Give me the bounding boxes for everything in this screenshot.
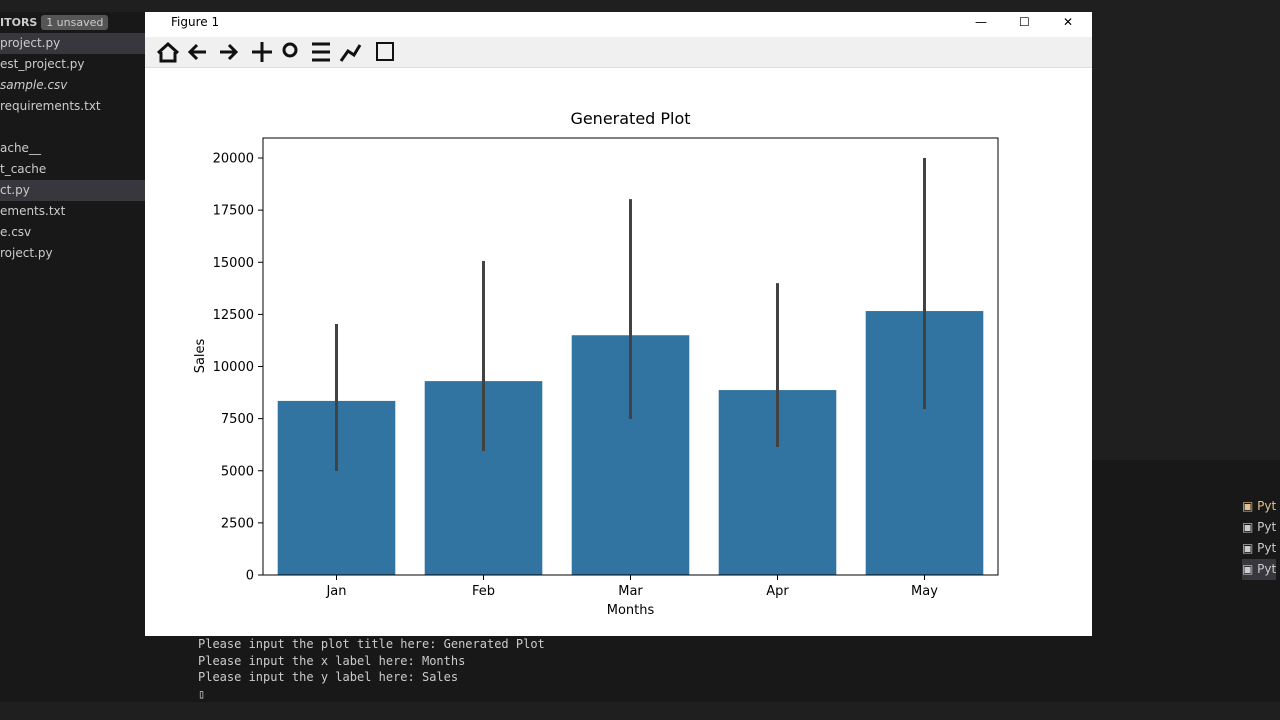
minimize[interactable]: — <box>975 15 987 29</box>
home-button[interactable] <box>156 41 180 63</box>
close[interactable]: ✕ <box>1063 15 1074 29</box>
maximize[interactable]: ☐ <box>1019 15 1030 29</box>
y-tick-label: 12500 <box>213 308 254 323</box>
forward-button[interactable] <box>220 43 239 61</box>
terminal-line: Please input the y label here: Sales <box>198 670 459 684</box>
section-title: ITORS <box>0 16 38 29</box>
save-button[interactable] <box>376 42 394 61</box>
x-tick-label: Feb <box>472 584 495 599</box>
terminal: Please input the plot title here: Genera… <box>145 636 1235 702</box>
chart: Generated Plot Months Sales 0 2500 5000 750… <box>193 109 999 618</box>
x-tick-label: Jan <box>325 584 346 599</box>
y-tick-label: 2500 <box>221 516 254 531</box>
x-tick-label: Apr <box>766 584 789 599</box>
configure-button[interactable] <box>312 42 330 62</box>
terminal-line: Please input the plot title here: Genera… <box>198 637 545 651</box>
x-tick-label: May <box>911 584 938 599</box>
terminal-name: Pyt <box>1257 499 1277 513</box>
y-tick-label: 0 <box>246 569 254 584</box>
tree-item[interactable]: t_cache <box>0 162 47 176</box>
y-tick-label: 15000 <box>213 256 254 271</box>
cursor: ▯ <box>198 686 206 701</box>
y-tick-label: 17500 <box>213 204 254 219</box>
terminal-item[interactable]: ▣ Pyt <box>1242 520 1277 534</box>
chart-title: Generated Plot <box>570 109 690 128</box>
terminal-name: Pyt <box>1257 541 1277 555</box>
terminal-item[interactable]: ▣ Pyt <box>1242 541 1277 555</box>
terminal-name: Pyt <box>1257 562 1277 576</box>
tree-item[interactable]: ct.py <box>0 180 145 201</box>
zoom-button[interactable] <box>282 42 298 58</box>
terminal-item[interactable]: ▣ Pyt <box>1242 499 1277 513</box>
tree-item[interactable]: roject.py <box>0 246 53 260</box>
file[interactable]: est_project.py <box>0 57 85 71</box>
pan-button[interactable] <box>252 42 272 62</box>
y-tick-label: 10000 <box>213 360 254 375</box>
terminal-line: Please input the x label here: Months <box>198 653 466 668</box>
file[interactable]: project.py <box>0 33 145 54</box>
tree-item[interactable]: ache__ <box>0 141 41 155</box>
y-tick-label: 20000 <box>213 152 254 167</box>
terminal-list: ▣ Pyt ▣ Pyt ▣ Pyt ▣ Pyt <box>1242 496 1277 580</box>
y-tick-label: 5000 <box>221 464 254 479</box>
sidebar: ITORS 1 unsaved project.py est_project.p… <box>0 12 145 702</box>
axes-frame <box>262 137 999 576</box>
toolbar <box>145 37 1092 68</box>
edit-button[interactable] <box>339 44 362 62</box>
title-bar: Figure 1 — ☐ ✕ <box>145 12 1092 37</box>
badge: 1 unsaved <box>41 15 109 30</box>
y-tick-label: 7500 <box>221 412 254 427</box>
terminal-name: Pyt <box>1257 520 1277 534</box>
tree-item[interactable]: ements.txt <box>0 204 66 218</box>
back-button[interactable] <box>187 43 206 61</box>
file[interactable]: requirements.txt <box>0 99 101 113</box>
tree-item[interactable]: e.csv <box>0 225 32 239</box>
file[interactable]: sample.csv <box>0 78 68 92</box>
section: ITORS 1 unsaved <box>0 12 145 33</box>
figure-window: Figure 1 — ☐ ✕ Generated Plot Months Sal… <box>145 12 1092 636</box>
window-title: Figure 1 <box>171 15 220 29</box>
terminal-item[interactable]: ▣ Pyt <box>1242 559 1277 580</box>
y-axis-label: Sales <box>193 338 208 373</box>
x-tick-label: Mar <box>618 584 643 599</box>
x-axis-label: Months <box>607 603 655 618</box>
